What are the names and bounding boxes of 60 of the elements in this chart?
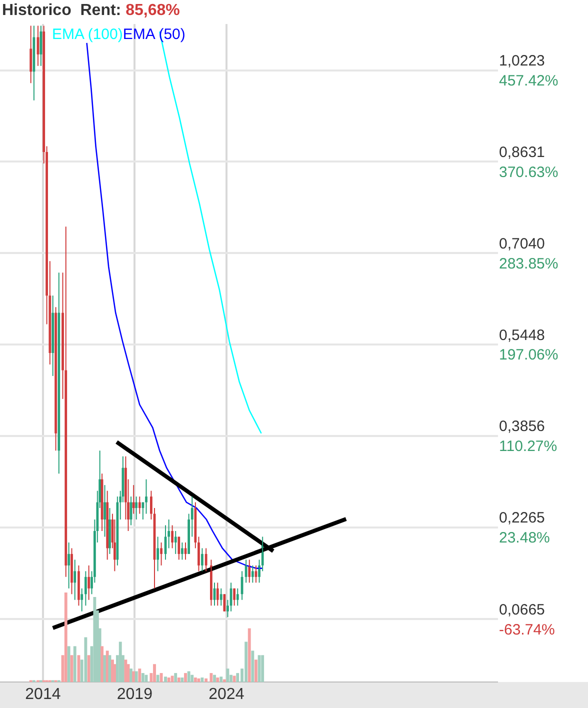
- chart-title: Historico: [2, 2, 72, 19]
- y2-tick-label: 110.27%: [499, 438, 558, 456]
- y-tick-label: 0,7040: [499, 235, 545, 252]
- y-tick-label: 0,3856: [499, 418, 545, 436]
- bar: [100, 646, 104, 682]
- bar: [248, 628, 251, 682]
- bar: [73, 646, 76, 682]
- bar: [232, 676, 236, 682]
- bar: [244, 642, 248, 682]
- bar: [220, 676, 223, 682]
- bar: [261, 655, 264, 682]
- bar: [93, 596, 96, 682]
- bar: [67, 646, 70, 682]
- bar: [204, 678, 208, 682]
- bar: [216, 678, 220, 682]
- bar: [170, 676, 174, 682]
- bar: [118, 642, 122, 682]
- bar: [141, 673, 144, 682]
- bar: [254, 660, 258, 682]
- x-tick-label: 2024: [208, 686, 244, 703]
- x-tick-label: 2019: [116, 686, 153, 703]
- y-tick-label: 0,8631: [499, 144, 545, 161]
- bar: [134, 671, 138, 682]
- y-tick-label: 0,2265: [499, 510, 545, 527]
- y-tick-label: 0,5448: [499, 326, 545, 344]
- bar: [164, 676, 167, 682]
- bar: [64, 592, 68, 682]
- y2-tick-label: 370.63%: [499, 164, 558, 181]
- bar: [174, 673, 178, 682]
- bar: [194, 678, 197, 682]
- bar: [210, 673, 213, 682]
- bar: [187, 671, 190, 682]
- bar: [167, 678, 170, 682]
- bar: [213, 674, 216, 682]
- y2-tick-label: 283.85%: [499, 255, 558, 272]
- bar: [156, 674, 160, 682]
- bar: [184, 673, 187, 682]
- bar: [138, 668, 142, 682]
- bar: [251, 650, 254, 682]
- y-tick-label: 0,0665: [499, 601, 545, 618]
- bar: [160, 673, 163, 682]
- bar: [222, 679, 226, 682]
- bar: [177, 678, 180, 682]
- bar: [190, 674, 194, 682]
- chart-subtitle: Rent: 85,68%: [80, 2, 180, 19]
- bar: [87, 655, 90, 682]
- bar: [180, 678, 184, 682]
- bar: [200, 678, 204, 682]
- y2-tick-label: 23.48%: [499, 530, 550, 547]
- bar: [132, 671, 136, 682]
- bar: [130, 668, 132, 682]
- bar: [124, 660, 128, 682]
- y2-tick-label: 457.42%: [499, 72, 558, 90]
- bar: [84, 637, 88, 682]
- y-tick-label: 1,0223: [499, 52, 545, 70]
- y2-tick-label: -63.74%: [499, 621, 555, 638]
- bar: [153, 664, 156, 682]
- text: EMA (100): [52, 26, 123, 43]
- y2-tick-label: 197.06%: [499, 346, 558, 364]
- x-tick-label: 2014: [25, 686, 61, 703]
